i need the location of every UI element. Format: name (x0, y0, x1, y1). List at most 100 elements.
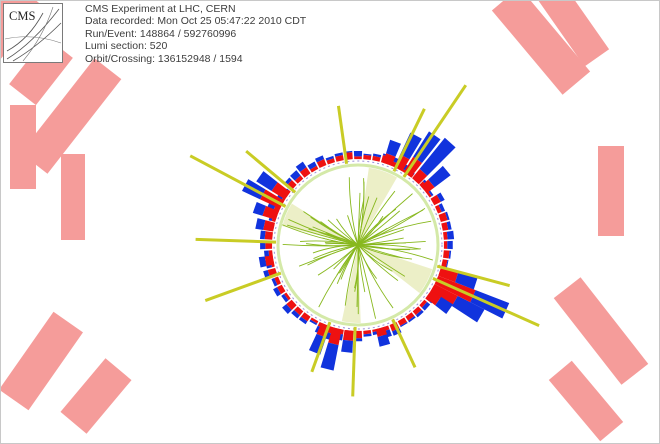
hcal-tower (445, 259, 449, 268)
hcal-tower (271, 277, 278, 287)
ecal-tower (430, 284, 458, 306)
hcal-tower (341, 339, 353, 353)
ecal-tower (438, 212, 448, 223)
jet-line (392, 108, 426, 172)
hcal-tower (363, 153, 372, 156)
ecal-tower (397, 317, 408, 326)
hcal-tower (438, 203, 446, 212)
hcal-tower (308, 333, 327, 355)
track (357, 196, 370, 246)
track (347, 215, 359, 246)
experiment-title: CMS Experiment at LHC, CERN (85, 3, 236, 15)
track (282, 224, 359, 246)
hcal-tower (448, 250, 452, 259)
hcal-tower (309, 319, 318, 326)
hcal-tower (451, 295, 485, 323)
hcal-tower (415, 309, 424, 318)
jet-line (195, 237, 277, 244)
hcal-tower (446, 221, 452, 230)
muon-chamber (61, 154, 85, 240)
track (288, 219, 359, 246)
track (340, 244, 359, 280)
calorimeter-inner-edge (273, 160, 443, 330)
track (312, 244, 359, 254)
ecal-tower (394, 154, 410, 172)
hcal-tower (428, 165, 451, 188)
ecal-tower (283, 292, 291, 301)
jet-line (351, 326, 357, 397)
hcal-tower (436, 192, 445, 202)
muon-chamber (10, 105, 36, 189)
hcal-tower (259, 230, 266, 240)
hcal-tower (282, 304, 292, 314)
event-info-panel: CMS Experiment at LHC, CERN Data recorde… (85, 3, 306, 65)
hcal-tower (419, 137, 456, 176)
jet-cone (358, 167, 397, 245)
jet-line (336, 105, 349, 165)
ecal-tower (441, 222, 449, 231)
hcal-tower (445, 211, 450, 221)
track (318, 244, 359, 308)
track (357, 244, 421, 250)
hcal-tower (353, 150, 363, 157)
hcal-tower (291, 310, 301, 319)
ecal-tower (342, 329, 354, 341)
ecal-tower (263, 220, 275, 232)
track (357, 244, 394, 309)
ecal-tower (271, 182, 291, 200)
ecal-tower (412, 306, 422, 316)
ecal-tower (420, 179, 435, 194)
hcal-tower (386, 139, 401, 157)
muon-chamber (491, 1, 591, 95)
track (357, 244, 377, 319)
ecal-tower (443, 250, 450, 259)
ecal-tower (264, 255, 275, 267)
cms-logo-icon: CMS (3, 3, 63, 63)
ecal-tower (294, 175, 304, 184)
track (357, 197, 378, 246)
hcal-tower (273, 287, 281, 297)
muon-chamber (20, 58, 122, 174)
track (357, 190, 396, 246)
orbit-crossing: Orbit/Crossing: 136152948 / 1594 (85, 52, 243, 65)
jet-cone (358, 245, 433, 294)
hcal-tower (400, 321, 408, 328)
jet-line (402, 84, 468, 178)
ecal-tower (405, 312, 415, 321)
ecal-tower (375, 326, 388, 337)
muon-chamber (1, 311, 83, 411)
hcal-tower (435, 296, 453, 314)
hcal-tower (252, 202, 266, 216)
ecal-tower (434, 204, 442, 214)
ecal-tower (300, 312, 311, 322)
muon-chamber (548, 360, 624, 442)
track (327, 219, 359, 246)
ecal-tower (286, 299, 297, 311)
hcal-tower (325, 155, 334, 161)
hcal-tower (255, 218, 266, 230)
jet-line (432, 276, 540, 328)
hcal-tower (290, 170, 301, 181)
track (357, 200, 364, 246)
hcal-tower (446, 230, 455, 240)
muon-chamber (532, 1, 610, 67)
hcal-tower (295, 161, 307, 172)
ecal-tower (372, 155, 381, 162)
hcal-tower (298, 316, 308, 325)
logo-text: CMS (9, 9, 36, 23)
hcal-tower (281, 293, 289, 303)
tracker-volume (273, 160, 443, 330)
ecal-tower (310, 317, 319, 324)
ecal-tower (443, 231, 448, 240)
muon-chamber (598, 146, 624, 236)
ecal-tower (363, 330, 372, 335)
track (344, 244, 359, 306)
jet-line (245, 150, 297, 194)
track (357, 210, 401, 246)
data-recorded: Data recorded: Mon Oct 25 05:47:22 2010 … (85, 15, 307, 28)
jet-cone (341, 245, 361, 323)
muon-chamber (60, 358, 132, 434)
hcal-tower (334, 152, 343, 157)
jet-lines (189, 84, 540, 397)
